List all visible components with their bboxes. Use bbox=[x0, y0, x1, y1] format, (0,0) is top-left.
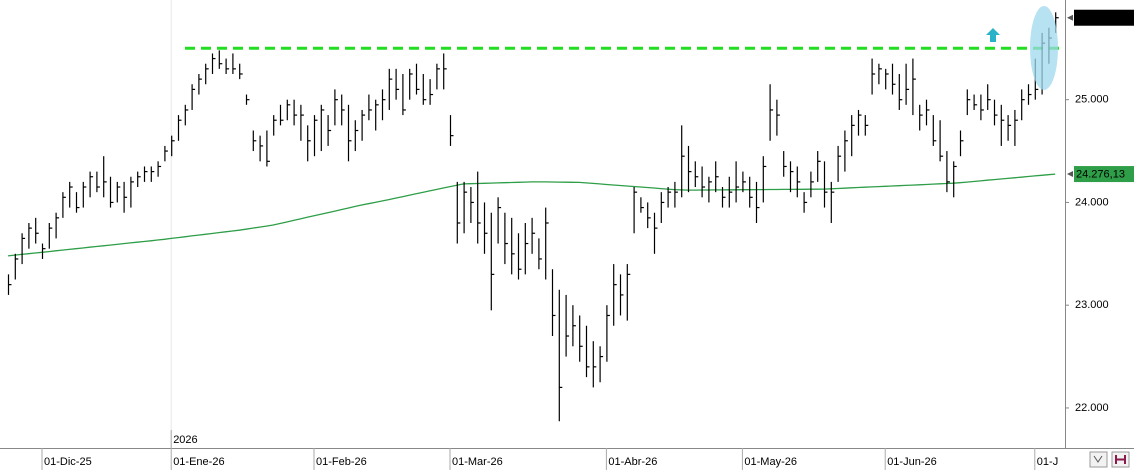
x-tick-label: 01-Abr-26 bbox=[608, 456, 657, 468]
y-tick-label: 22.000 bbox=[1075, 402, 1109, 414]
x-tick-label: 01-May-26 bbox=[744, 456, 797, 468]
last-price-label-pointer bbox=[1067, 14, 1073, 21]
x-tick-label: 01-J bbox=[1037, 456, 1058, 468]
x-tick-label: 01-Jun-26 bbox=[887, 456, 937, 468]
moving-average-label-pointer bbox=[1067, 171, 1073, 178]
up-arrow bbox=[986, 28, 1000, 42]
moving-average-label-box bbox=[1074, 166, 1134, 183]
highlight-ellipse bbox=[1030, 6, 1058, 90]
last-price-label-box bbox=[1074, 9, 1134, 26]
x-tick-label: 01-Dic-25 bbox=[44, 456, 92, 468]
x-tick-label: 01-Feb-26 bbox=[316, 456, 367, 468]
x-tick-label: 01-Ene-26 bbox=[173, 456, 224, 468]
icon bbox=[1115, 455, 1126, 464]
y-tick-label: 24.000 bbox=[1075, 196, 1109, 208]
y-tick-label: 23.000 bbox=[1075, 299, 1109, 311]
last-price-label: 25.797,48 bbox=[1076, 12, 1125, 24]
scale-button[interactable] bbox=[1089, 451, 1108, 468]
x-tick-label: 01-Mar-26 bbox=[452, 456, 503, 468]
year-label: 2026 bbox=[173, 434, 197, 446]
moving-average-label: 24.276,13 bbox=[1076, 168, 1125, 180]
icon bbox=[1093, 455, 1103, 463]
moving-average-line bbox=[7, 173, 1056, 257]
plot-area bbox=[7, 0, 1065, 448]
y-tick-label: 25.000 bbox=[1075, 94, 1109, 106]
